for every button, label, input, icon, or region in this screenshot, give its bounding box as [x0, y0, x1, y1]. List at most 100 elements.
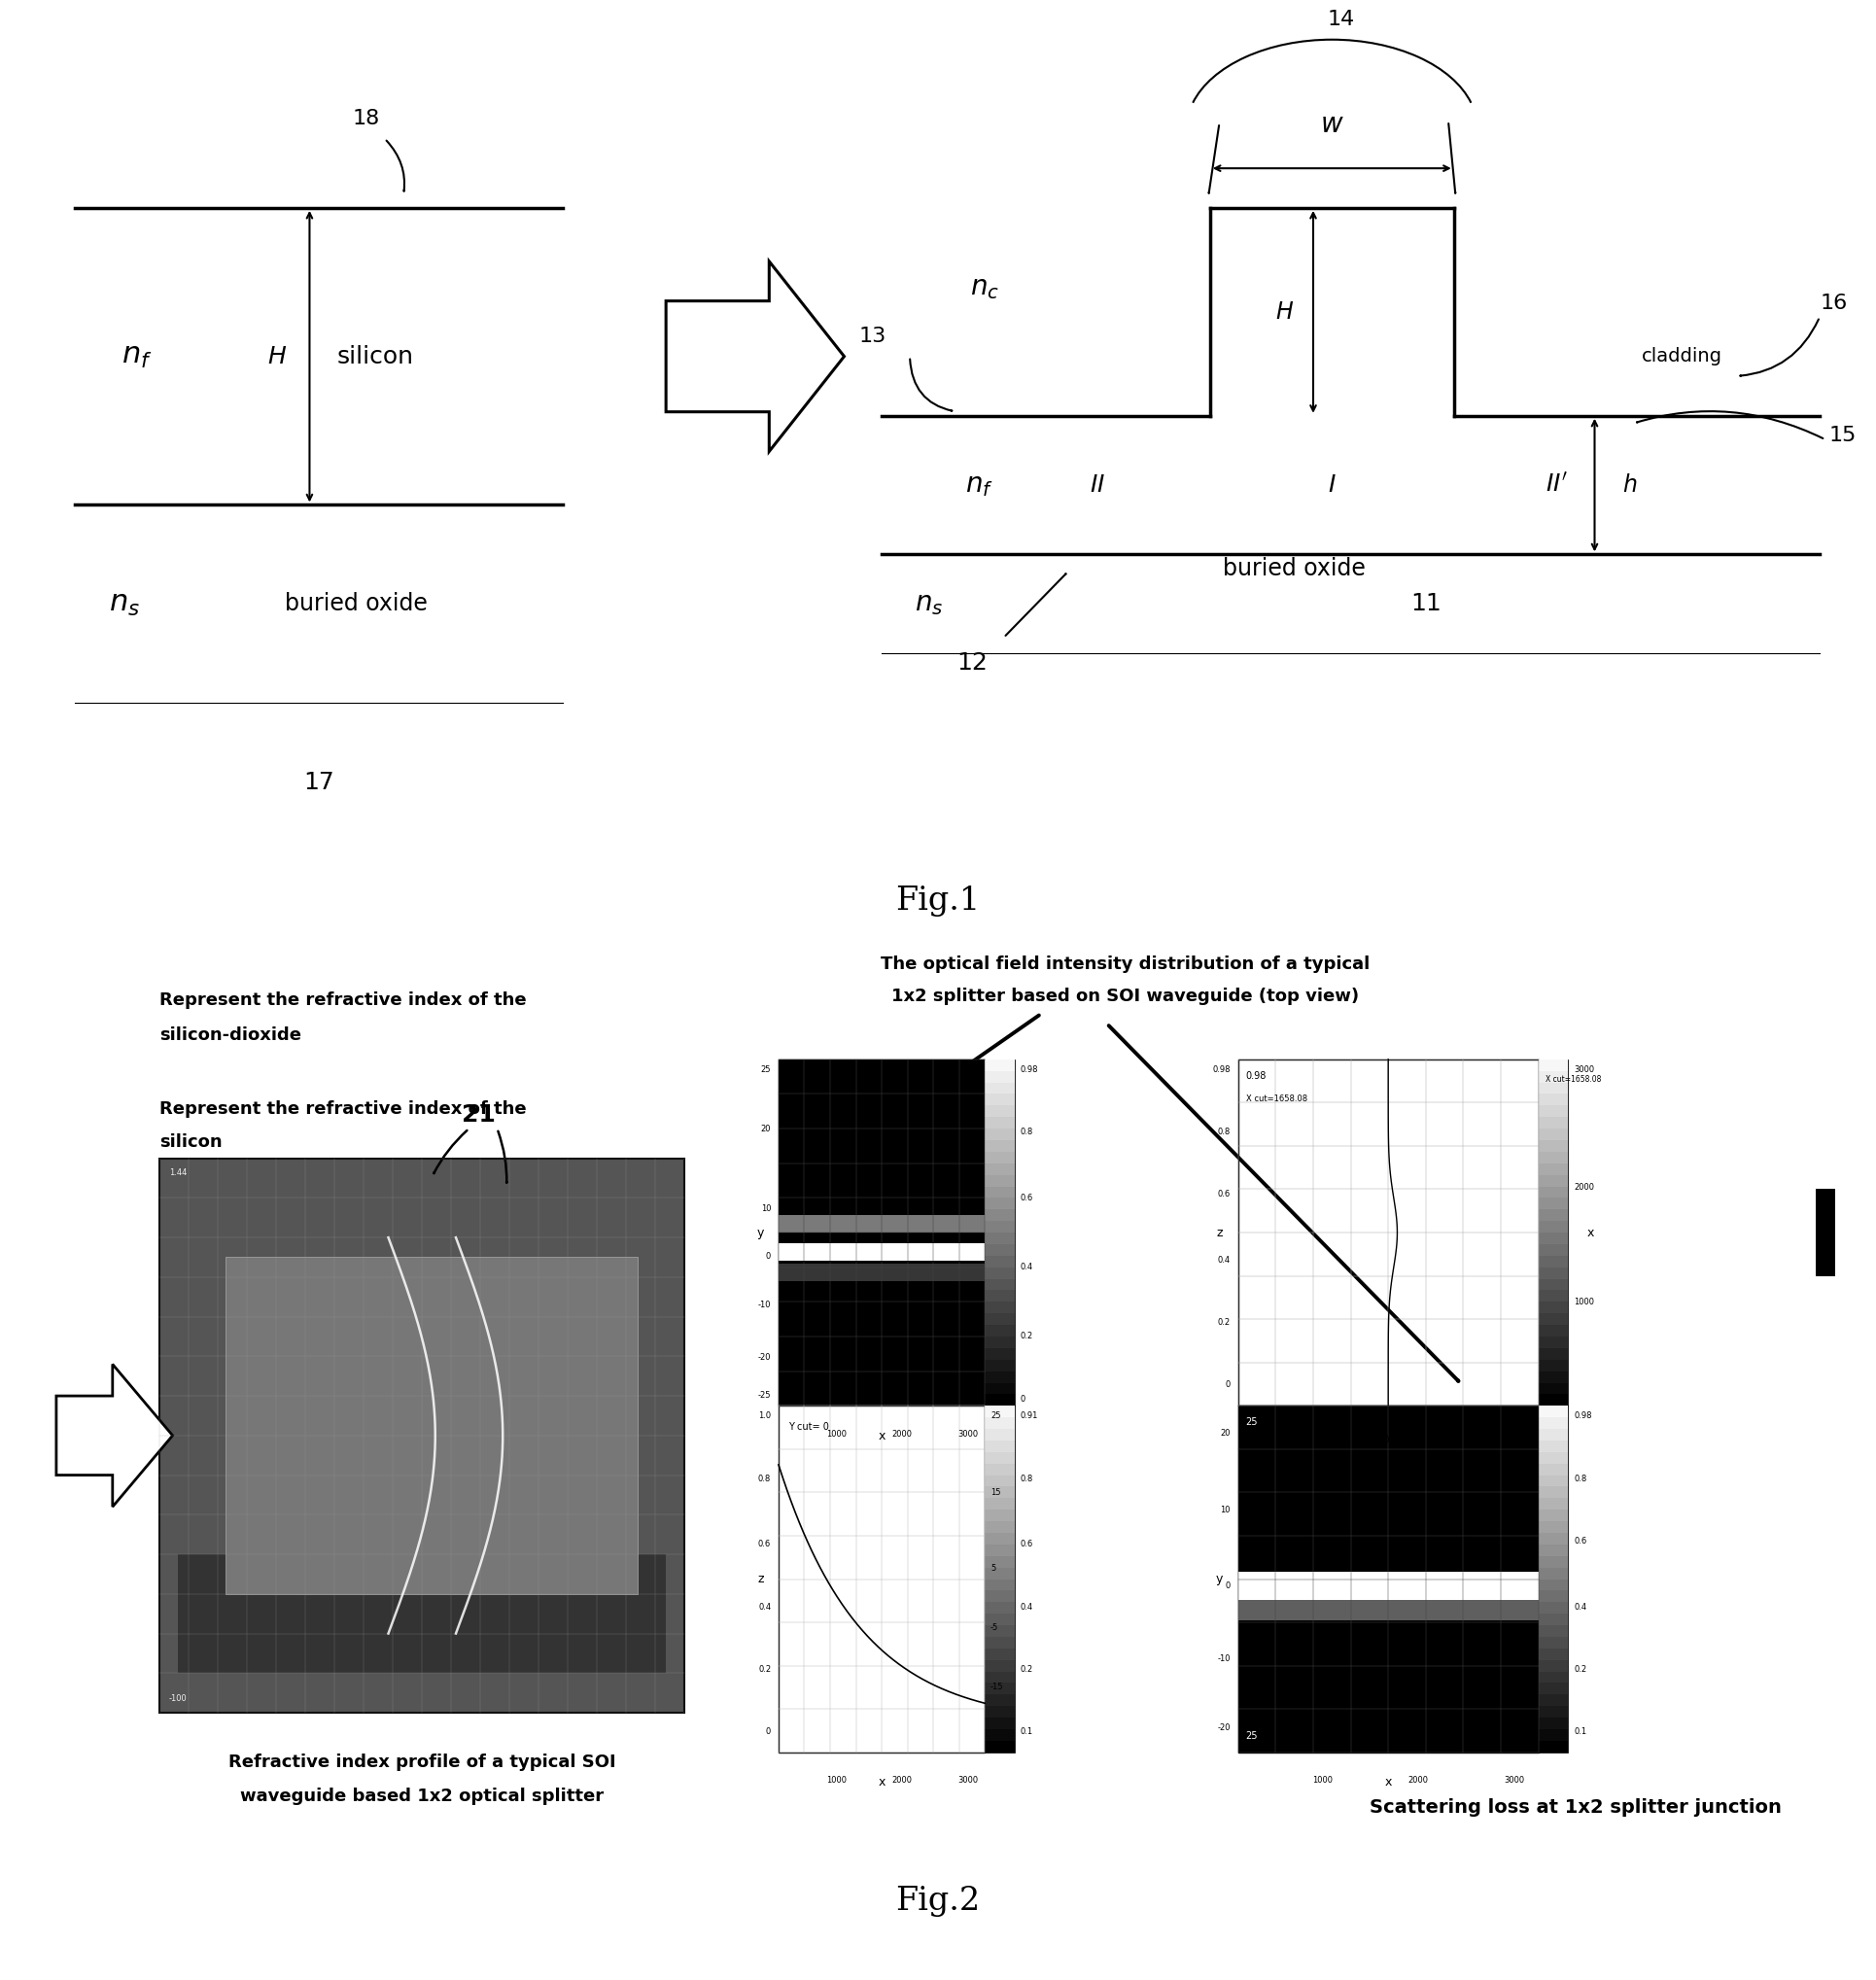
Text: 0.6: 0.6: [1021, 1194, 1034, 1202]
Bar: [159, 1158, 685, 1713]
Bar: [985, 1544, 1015, 1556]
Text: 5: 5: [991, 1564, 996, 1572]
Bar: [1816, 1188, 1835, 1275]
Text: 3000: 3000: [1505, 1776, 1525, 1784]
Bar: [985, 1071, 1015, 1083]
Bar: [1538, 1647, 1568, 1659]
Bar: [225, 1257, 638, 1594]
Text: 0.8: 0.8: [1574, 1475, 1587, 1483]
Text: 0: 0: [1021, 1394, 1026, 1404]
Text: 0.8: 0.8: [758, 1475, 771, 1483]
Bar: [1538, 1659, 1568, 1671]
Bar: [985, 1059, 1015, 1406]
Text: -100: -100: [169, 1695, 188, 1703]
Bar: [1538, 1255, 1568, 1267]
Bar: [985, 1729, 1015, 1740]
Text: 0.4: 0.4: [1021, 1602, 1034, 1612]
Text: Represent the refractive index of the: Represent the refractive index of the: [159, 992, 527, 1008]
Text: -20: -20: [758, 1352, 771, 1362]
Bar: [985, 1707, 1015, 1717]
Bar: [985, 1255, 1015, 1267]
Bar: [779, 1059, 985, 1406]
Text: 3000: 3000: [1574, 1065, 1595, 1073]
Bar: [985, 1370, 1015, 1382]
Bar: [1538, 1360, 1568, 1370]
Text: 0.8: 0.8: [1218, 1129, 1231, 1137]
Text: Fig.2: Fig.2: [895, 1885, 981, 1917]
Bar: [985, 1382, 1015, 1394]
Polygon shape: [666, 261, 844, 451]
Bar: [1538, 1626, 1568, 1637]
Bar: [985, 1590, 1015, 1602]
Bar: [985, 1059, 1015, 1071]
Bar: [985, 1406, 1015, 1752]
Text: x: x: [878, 1776, 885, 1788]
Text: 25: 25: [762, 1065, 771, 1073]
Bar: [985, 1313, 1015, 1325]
Bar: [1538, 1707, 1568, 1717]
Bar: [985, 1243, 1015, 1255]
Text: y: y: [1216, 1572, 1223, 1586]
FancyArrowPatch shape: [1006, 574, 1066, 636]
Text: 2000: 2000: [893, 1776, 912, 1784]
Text: buried oxide: buried oxide: [285, 592, 428, 616]
Bar: [1538, 1162, 1568, 1174]
Text: 1000: 1000: [1311, 1776, 1332, 1784]
Bar: [1538, 1556, 1568, 1568]
Bar: [1538, 1348, 1568, 1360]
Bar: [1538, 1568, 1568, 1580]
Bar: [1538, 1291, 1568, 1303]
Bar: [985, 1222, 1015, 1232]
Text: 25: 25: [1246, 1418, 1257, 1428]
Text: $\mathit{H}$: $\mathit{H}$: [1276, 301, 1294, 323]
Polygon shape: [56, 1364, 173, 1507]
Bar: [985, 1083, 1015, 1093]
Bar: [985, 1499, 1015, 1509]
Bar: [1538, 1071, 1568, 1083]
Text: 20: 20: [1221, 1430, 1231, 1437]
Text: 0.4: 0.4: [1021, 1263, 1034, 1271]
Bar: [1538, 1313, 1568, 1325]
Text: cladding: cladding: [1642, 346, 1722, 366]
Bar: [1538, 1533, 1568, 1544]
Bar: [1538, 1463, 1568, 1475]
Bar: [779, 1406, 985, 1752]
Bar: [1538, 1475, 1568, 1487]
FancyArrowPatch shape: [1109, 1026, 1458, 1382]
Text: 11: 11: [1411, 592, 1441, 616]
Text: 0.4: 0.4: [1218, 1255, 1231, 1265]
Text: X cut=1658.08: X cut=1658.08: [1246, 1095, 1308, 1103]
FancyArrowPatch shape: [1208, 125, 1219, 194]
Bar: [985, 1602, 1015, 1614]
Text: 2000: 2000: [1574, 1184, 1595, 1192]
Text: x: x: [1587, 1226, 1595, 1239]
Bar: [1538, 1140, 1568, 1152]
Text: 3000: 3000: [959, 1430, 979, 1437]
Bar: [985, 1521, 1015, 1533]
Bar: [985, 1451, 1015, 1463]
Bar: [1538, 1430, 1568, 1439]
Bar: [985, 1210, 1015, 1222]
Bar: [1538, 1243, 1568, 1255]
Bar: [1538, 1683, 1568, 1695]
Text: 10: 10: [762, 1204, 771, 1212]
Text: 0.6: 0.6: [1218, 1190, 1231, 1198]
Bar: [1538, 1499, 1568, 1509]
Text: 0.98: 0.98: [1574, 1412, 1593, 1420]
Text: 0.98: 0.98: [1212, 1065, 1231, 1073]
Text: silicon-dioxide: silicon-dioxide: [159, 1028, 302, 1043]
Text: 1000: 1000: [1574, 1297, 1595, 1307]
Bar: [985, 1614, 1015, 1626]
Bar: [1538, 1303, 1568, 1313]
Bar: [985, 1568, 1015, 1580]
Bar: [1538, 1232, 1568, 1243]
Bar: [1538, 1729, 1568, 1740]
Bar: [779, 1263, 985, 1281]
Bar: [779, 1243, 985, 1259]
Bar: [779, 1216, 985, 1232]
Bar: [985, 1695, 1015, 1707]
Bar: [1538, 1614, 1568, 1626]
Text: 2000: 2000: [1409, 1776, 1428, 1784]
Bar: [985, 1291, 1015, 1303]
Bar: [1538, 1129, 1568, 1140]
